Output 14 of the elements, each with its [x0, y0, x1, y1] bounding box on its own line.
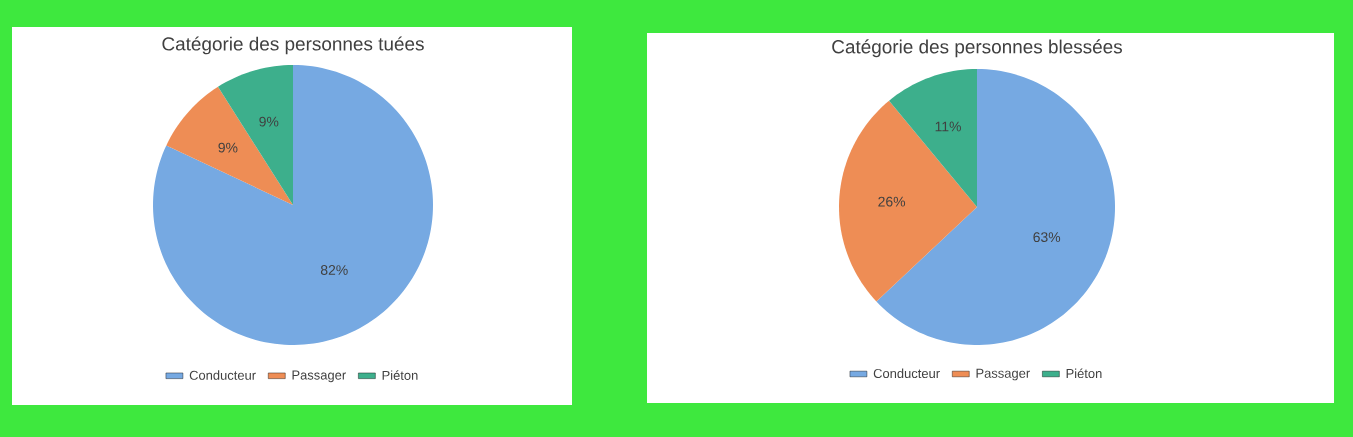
data-label: 9%: [259, 116, 279, 127]
legend-label: Passager: [292, 370, 346, 383]
data-label: 26%: [878, 196, 906, 207]
data-label: 63%: [1033, 232, 1061, 243]
chart-title: Catégorie des personnes blessées: [832, 39, 1122, 58]
data-label: 82%: [320, 265, 348, 275]
data-label: 11%: [935, 121, 961, 132]
legend-label: Passager: [976, 368, 1030, 381]
legend-label: Piéton: [1066, 368, 1102, 379]
data-label: 9%: [218, 142, 238, 153]
legend-label: Conducteur: [189, 370, 256, 380]
chart-title: Catégorie des personnes tuées: [162, 36, 424, 55]
legend-label: Conducteur: [873, 368, 940, 379]
legend-label: Piéton: [382, 370, 418, 380]
